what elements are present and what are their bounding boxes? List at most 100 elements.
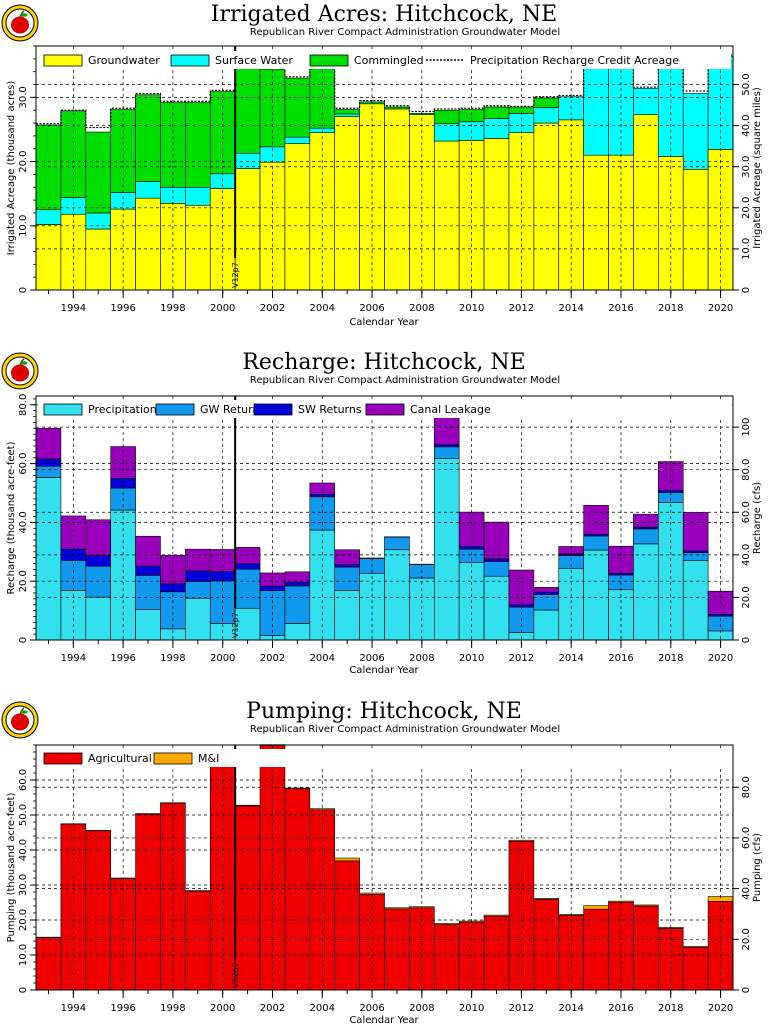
bar-m-i-2009 bbox=[433, 923, 460, 925]
y2-tick-label: 0 bbox=[741, 987, 752, 993]
apple-stem-icon bbox=[19, 358, 25, 366]
y-tick-label: 0 bbox=[18, 637, 29, 643]
bar-commingled-2003 bbox=[284, 77, 311, 138]
version-marker-label: V12p7 bbox=[231, 262, 240, 288]
x-tick-label: 2018 bbox=[658, 653, 683, 664]
y-tick-label: 40.0 bbox=[18, 511, 29, 533]
bar-sw-returns-2001 bbox=[234, 563, 261, 570]
x-tick-label: 2012 bbox=[509, 653, 534, 664]
bar-commingled-1997 bbox=[135, 94, 161, 182]
bar-surface-water-1994 bbox=[60, 197, 87, 215]
bar-surface-water-2015 bbox=[583, 61, 609, 156]
bar-agricultural-2017 bbox=[633, 905, 659, 991]
legend-box bbox=[38, 51, 731, 69]
bar-canal-leakage-2003 bbox=[284, 571, 311, 583]
apple-icon bbox=[11, 713, 29, 731]
x-tick-label: 2018 bbox=[658, 1003, 683, 1014]
chart-subtitle: Republican River Compact Administration … bbox=[250, 724, 560, 735]
bar-canal-leakage-1993 bbox=[35, 428, 62, 460]
bar-surface-water-1998 bbox=[160, 186, 186, 204]
x-tick-label: 1998 bbox=[160, 303, 185, 314]
bar-canal-leakage-2001 bbox=[234, 547, 261, 565]
bar-m-i-2013 bbox=[533, 897, 560, 900]
bar-precipitation-1999 bbox=[185, 597, 211, 641]
x-axis-label: Calendar Year bbox=[349, 317, 419, 328]
bar-sw-returns-2011 bbox=[483, 558, 510, 562]
apple-leaf-icon bbox=[20, 13, 28, 17]
bar-commingled-2007 bbox=[384, 106, 410, 110]
bar-precipitation-2013 bbox=[533, 609, 560, 641]
bar-commingled-2011 bbox=[483, 106, 510, 119]
y2-tick-label: 20.0 bbox=[741, 586, 752, 608]
bar-commingled-2005 bbox=[334, 109, 360, 115]
y-tick-label: 10.0 bbox=[18, 944, 29, 966]
bar-precipitation-1997 bbox=[135, 609, 161, 641]
bar-canal-leakage-2015 bbox=[583, 505, 609, 535]
bar-precipitation-2009 bbox=[433, 458, 460, 641]
y2-tick-label: 50.0 bbox=[741, 73, 752, 95]
x-tick-label: 2018 bbox=[658, 303, 683, 314]
y2-tick-label: 10.0 bbox=[741, 238, 752, 260]
y2-tick-label: 0 bbox=[741, 637, 752, 643]
x-tick-label: 2006 bbox=[359, 303, 384, 314]
bar-groundwater-2001 bbox=[234, 168, 261, 291]
bar-gw-returns-1998 bbox=[160, 591, 186, 630]
bar-gw-returns-1999 bbox=[185, 581, 211, 599]
legend-swatch bbox=[170, 54, 210, 67]
x-tick-label: 1996 bbox=[110, 1003, 135, 1014]
bar-gw-returns-2011 bbox=[483, 561, 510, 577]
bar-commingled-2013 bbox=[533, 97, 560, 108]
bar-surface-water-1993 bbox=[35, 209, 62, 225]
bar-agricultural-2015 bbox=[583, 908, 609, 991]
y2-tick-label: 40.0 bbox=[741, 877, 752, 899]
bar-m-i-2005 bbox=[334, 857, 360, 862]
y-tick-label: 0 bbox=[18, 287, 29, 293]
x-tick-label: 2012 bbox=[509, 1003, 534, 1014]
y2-tick-label: 100 bbox=[741, 418, 752, 437]
bar-gw-returns-2017 bbox=[633, 528, 659, 545]
x-tick-label: 2010 bbox=[459, 653, 484, 664]
bar-surface-water-2019 bbox=[682, 93, 709, 170]
bar-surface-water-2005 bbox=[334, 113, 360, 117]
bar-commingled-1999 bbox=[185, 102, 211, 188]
bar-surface-water-2012 bbox=[508, 113, 535, 133]
y-tick-label: 10.0 bbox=[18, 215, 29, 237]
bar-agricultural-1999 bbox=[185, 890, 211, 991]
legend-label: Commingled bbox=[354, 54, 424, 67]
bar-surface-water-2001 bbox=[234, 152, 261, 169]
bar-groundwater-2019 bbox=[682, 168, 709, 291]
bar-canal-leakage-1999 bbox=[185, 548, 211, 572]
legend-label: Precipitation bbox=[88, 403, 157, 416]
bar-canal-leakage-2013 bbox=[533, 587, 560, 593]
y-tick-label: 80.0 bbox=[18, 394, 29, 416]
bar-gw-returns-1995 bbox=[85, 565, 111, 598]
x-tick-label: 2004 bbox=[310, 653, 335, 664]
legend-label: Canal Leakage bbox=[410, 403, 491, 416]
bar-canal-leakage-2017 bbox=[633, 513, 659, 528]
x-tick-label: 2020 bbox=[708, 1003, 733, 1014]
bar-sw-returns-2009 bbox=[433, 444, 460, 448]
y-axis-label: Pumping (thousand acre-feet) bbox=[6, 793, 17, 943]
chart-subtitle: Republican River Compact Administration … bbox=[250, 375, 560, 386]
plot-frame bbox=[35, 744, 734, 991]
bar-sw-returns-1997 bbox=[135, 565, 161, 576]
bar-canal-leakage-1995 bbox=[85, 519, 111, 556]
bar-m-i-2003 bbox=[284, 787, 311, 790]
bar-canal-leakage-2011 bbox=[483, 521, 510, 560]
y-axis-label: Irrigated Acreage (thousand acres) bbox=[6, 81, 17, 256]
bar-agricultural-2019 bbox=[682, 946, 709, 991]
x-tick-label: 2006 bbox=[359, 653, 384, 664]
bar-precipitation-2001 bbox=[234, 607, 261, 641]
y-tick-label: 30.0 bbox=[18, 86, 29, 108]
x-tick-label: 2010 bbox=[459, 303, 484, 314]
x-tick-label: 2000 bbox=[210, 1003, 235, 1014]
legend-label: Surface Water bbox=[215, 54, 293, 67]
x-tick-label: 2000 bbox=[210, 653, 235, 664]
apple-stem-icon bbox=[19, 10, 25, 18]
chart-title: Irrigated Acres: Hitchcock, NE bbox=[211, 2, 557, 27]
bar-agricultural-2009 bbox=[433, 924, 460, 991]
bar-groundwater-2015 bbox=[583, 154, 609, 291]
y2-tick-label: 60.0 bbox=[741, 827, 752, 849]
x-tick-label: 2002 bbox=[260, 303, 285, 314]
